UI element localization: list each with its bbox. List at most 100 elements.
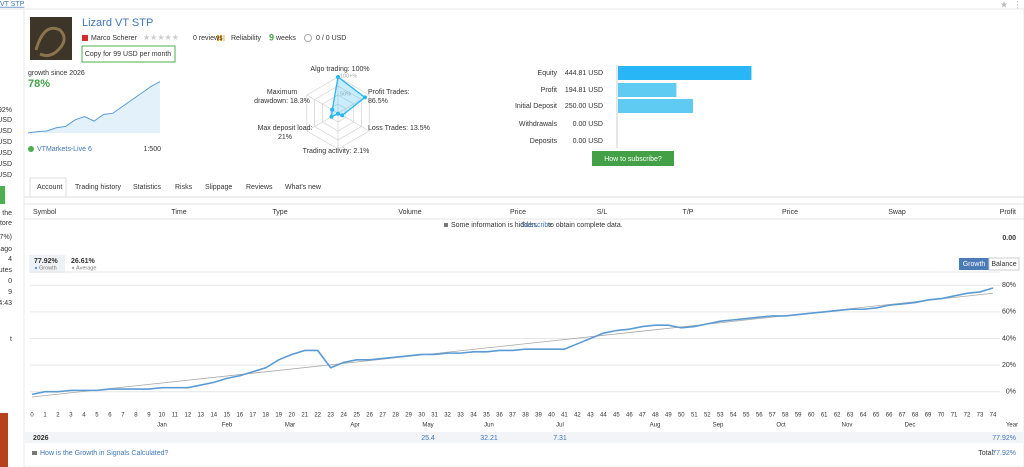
tab[interactable]: Slippage [205,184,232,191]
month-growth: 7.31 [553,435,567,442]
edge-text: t [10,336,12,343]
x-tick-label: 30 [418,413,425,419]
edge-text: 9 [8,289,12,296]
balance-label: Initial Deposit [515,103,557,110]
broker[interactable]: VTMarkets-Live 6 [37,146,92,153]
balance-button[interactable] [988,257,1020,271]
tab[interactable]: What's new [285,184,322,191]
column-header: S/L [597,209,608,216]
x-tick-label: 54 [730,413,737,419]
star-icon[interactable]: ★ [1000,0,1008,9]
x-tick-label: 16 [236,413,243,419]
edge-text: USD [0,139,12,146]
column-header: Time [171,209,186,216]
rel-bar [220,35,222,41]
edge-text: ago [0,246,12,253]
subscribe-label[interactable]: How to subscribe? [604,156,662,163]
x-tick-label: 36 [496,413,503,419]
copy-button[interactable] [81,45,176,63]
growth-button[interactable] [959,258,989,270]
x-tick-label: 19 [275,413,282,419]
legend-name: Average [76,265,96,271]
column-header: Swap [888,209,906,216]
x-tick-label: 18 [262,413,269,419]
month-growth: 32.21 [480,435,498,442]
balance-value: 0.00 USD [573,121,603,128]
notice: to obtain complete data. [548,222,623,229]
column-header: Type [272,209,287,216]
reliability: Reliability [231,35,261,42]
share-icon[interactable]: ⋮ [1013,0,1022,9]
x-tick-label: 5 [95,413,99,419]
edge-text: 4:43 [0,300,12,307]
x-tick-label: 41 [561,413,568,419]
edge-text: 37%) [0,234,12,241]
notice-link[interactable]: Subscribe [521,222,552,229]
x-tick-label: 38 [522,413,529,419]
tab[interactable]: Trading history [75,184,122,191]
x-tick-label: 68 [912,413,919,419]
edge-text: .92% [0,107,12,114]
month-label: Nov [842,423,853,429]
x-tick-label: 67 [899,413,906,419]
subscribe-button[interactable] [592,151,674,166]
x-tick-label: 44 [600,413,607,419]
help-icon [32,451,37,455]
tab[interactable]: Statistics [133,184,162,191]
balance-label: Deposits [530,138,558,145]
radar-scale: 50% [340,91,351,97]
x-tick-label: 15 [223,413,230,419]
balance-bar [618,66,752,80]
x-tick-label: 34 [470,413,477,419]
edge-text: utes [0,267,12,274]
x-tick-label: 59 [795,413,802,419]
top-link[interactable]: VT STP [0,1,25,8]
year-total: 77.92% [992,435,1016,442]
x-tick-label: 4 [82,413,86,419]
author[interactable]: Marco Scherer [91,35,138,42]
x-tick-label: 26 [366,413,373,419]
column-header: Volume [398,209,421,216]
x-tick-label: 2 [56,413,60,419]
x-tick-label: 21 [301,413,308,419]
x-tick-label: 51 [691,413,698,419]
x-tick-label: 43 [587,413,594,419]
month-growth: 25.4 [421,435,435,442]
tab[interactable]: Account [37,184,62,191]
rel-bar [223,35,225,41]
edge-text: 4 [8,256,12,263]
growth-button-label[interactable]: Growth [963,261,986,268]
legend-value: 26.61% [71,258,96,265]
x-tick-label: 60 [808,413,815,419]
x-tick-label: 33 [457,413,464,419]
sparkline-area [28,81,160,133]
column-header: Profit [1000,209,1016,216]
radar-point [336,75,340,79]
x-tick-label: 42 [574,413,581,419]
tab[interactable]: Risks [175,184,193,191]
x-tick-label: 72 [964,413,971,419]
x-tick-label: 57 [769,413,776,419]
x-tick-label: 74 [990,413,997,419]
edge-text: USD [0,128,12,135]
radar-label: 21% [278,134,292,141]
x-tick-label: 46 [626,413,633,419]
copy-button-label[interactable]: Copy for 99 USD per month [85,51,171,58]
balance-button-label[interactable]: Balance [991,261,1016,268]
balance-value: 250.00 USD [565,103,603,110]
x-tick-label: 70 [938,413,945,419]
balance-value: 0.00 USD [573,138,603,145]
tab[interactable]: Reviews [246,184,273,191]
signal-title[interactable]: Lizard VT STP [82,17,153,29]
x-tick-label: 62 [834,413,841,419]
subscribers-icon [304,34,312,42]
weeks: weeks [275,35,296,42]
help-link[interactable]: How is the Growth in Signals Calculated? [40,450,169,457]
x-tick-label: 6 [108,413,112,419]
edge-text: the [2,210,12,217]
month-label: Feb [222,423,233,429]
x-tick-label: 73 [977,413,984,419]
x-tick-label: 49 [665,413,672,419]
x-tick-label: 64 [860,413,867,419]
